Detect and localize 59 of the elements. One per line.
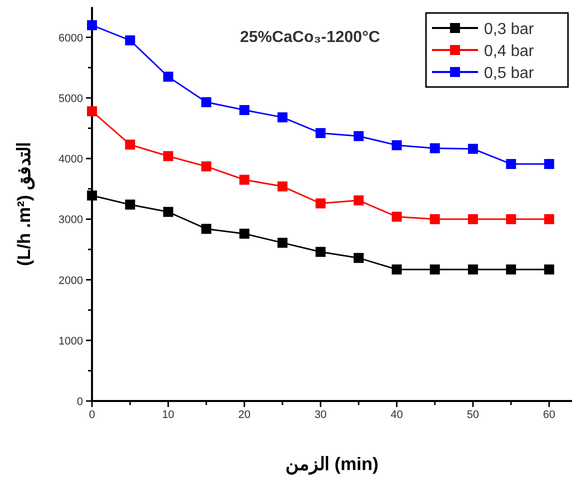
point: [277, 238, 288, 248]
point: [277, 112, 288, 122]
x-tick-label: 60: [543, 409, 556, 421]
point: [430, 264, 440, 274]
x-tick-label: 40: [390, 409, 403, 421]
x-tick-label: 0: [88, 409, 96, 421]
point: [163, 72, 174, 82]
point: [201, 161, 212, 172]
x-tick-label: 20: [238, 409, 251, 421]
point: [506, 214, 516, 224]
point: [506, 264, 516, 274]
point: [354, 131, 364, 142]
x-tick-label: 30: [314, 409, 327, 421]
y-tick-label: 1000: [58, 335, 83, 348]
y-tick-label: 4000: [58, 154, 83, 166]
y-tick-label: 6000: [58, 32, 83, 44]
point: [544, 214, 554, 224]
y-tick-label: 0: [76, 396, 83, 408]
point: [544, 264, 554, 274]
legend-label: 0,3 bar: [484, 21, 534, 38]
y-tick-label: 2000: [58, 274, 83, 287]
point: [468, 264, 478, 274]
point: [354, 195, 364, 206]
point: [125, 140, 136, 150]
y-tick-label: 5000: [58, 92, 83, 105]
point: [239, 105, 250, 116]
point: [125, 35, 136, 46]
point: [430, 143, 440, 154]
point: [163, 206, 174, 217]
y-axis-title: (L/h .m²) التدفق: [14, 142, 35, 266]
legend-label: 0,5 bar: [484, 65, 534, 82]
x-axis-title: الزمن (min): [286, 454, 378, 475]
point: [87, 190, 97, 201]
point: [87, 106, 97, 116]
x-tick-label: 10: [162, 409, 174, 421]
point: [201, 224, 212, 234]
point: [392, 264, 402, 274]
point: [430, 214, 440, 224]
point: [201, 97, 212, 108]
point: [468, 214, 478, 224]
point: [392, 212, 402, 222]
point: [506, 158, 516, 169]
point: [354, 252, 364, 263]
point: [163, 151, 174, 162]
y-tick-label: 3000: [58, 214, 83, 226]
point: [87, 20, 97, 30]
point: [316, 128, 326, 138]
legend-label: 0,4 bar: [484, 43, 534, 60]
text: 25%CaCo₃-1200°C: [240, 29, 380, 46]
point: [277, 181, 288, 192]
point: [239, 174, 250, 185]
point: [125, 200, 136, 210]
point: [239, 228, 250, 239]
point: [316, 198, 326, 208]
point: [316, 246, 326, 257]
point: [392, 140, 402, 150]
point: [544, 158, 554, 169]
x-tick-label: 50: [466, 409, 480, 421]
point: [468, 144, 478, 154]
